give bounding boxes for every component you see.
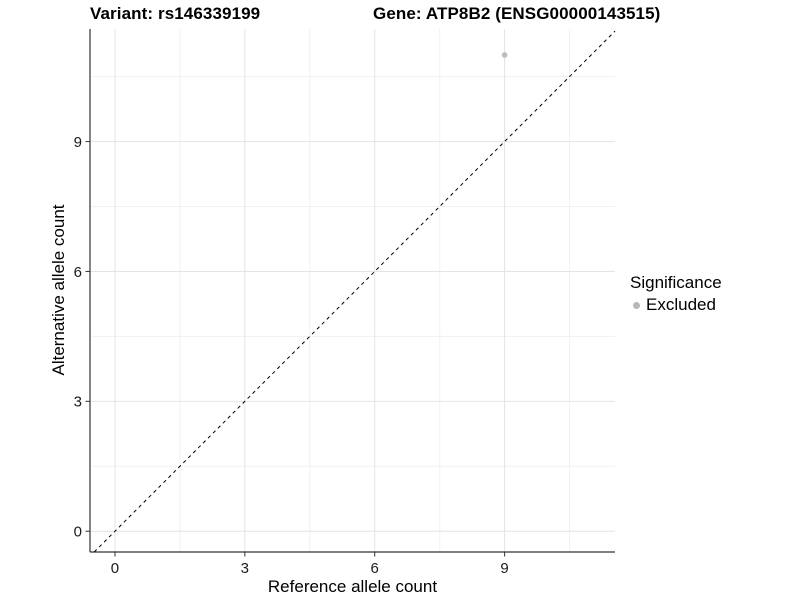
- identity-line: [93, 30, 616, 553]
- x-tick-label: 6: [371, 560, 379, 577]
- data-point: [501, 52, 508, 58]
- title-gene: Gene: ATP8B2 (ENSG00000143515): [373, 4, 661, 23]
- excluded-point-icon: [633, 301, 640, 309]
- x-tick-label: 0: [111, 560, 119, 577]
- title-variant: Variant: rs146339199: [90, 4, 261, 23]
- x-axis-title: Reference allele count: [267, 577, 438, 596]
- legend-title: Significance: [630, 273, 722, 292]
- y-tick-label: 9: [74, 134, 82, 151]
- legend-item-excluded: Excluded: [630, 294, 722, 316]
- x-tick-label: 9: [500, 560, 508, 577]
- y-tick-label: 0: [74, 524, 82, 541]
- legend: Significance Excluded: [630, 272, 722, 316]
- y-axis-title: Alternative allele count: [49, 204, 68, 376]
- y-tick-label: 6: [74, 264, 82, 281]
- legend-item-label: Excluded: [646, 295, 716, 314]
- x-tick-label: 3: [241, 560, 249, 577]
- y-tick-label: 3: [74, 394, 82, 411]
